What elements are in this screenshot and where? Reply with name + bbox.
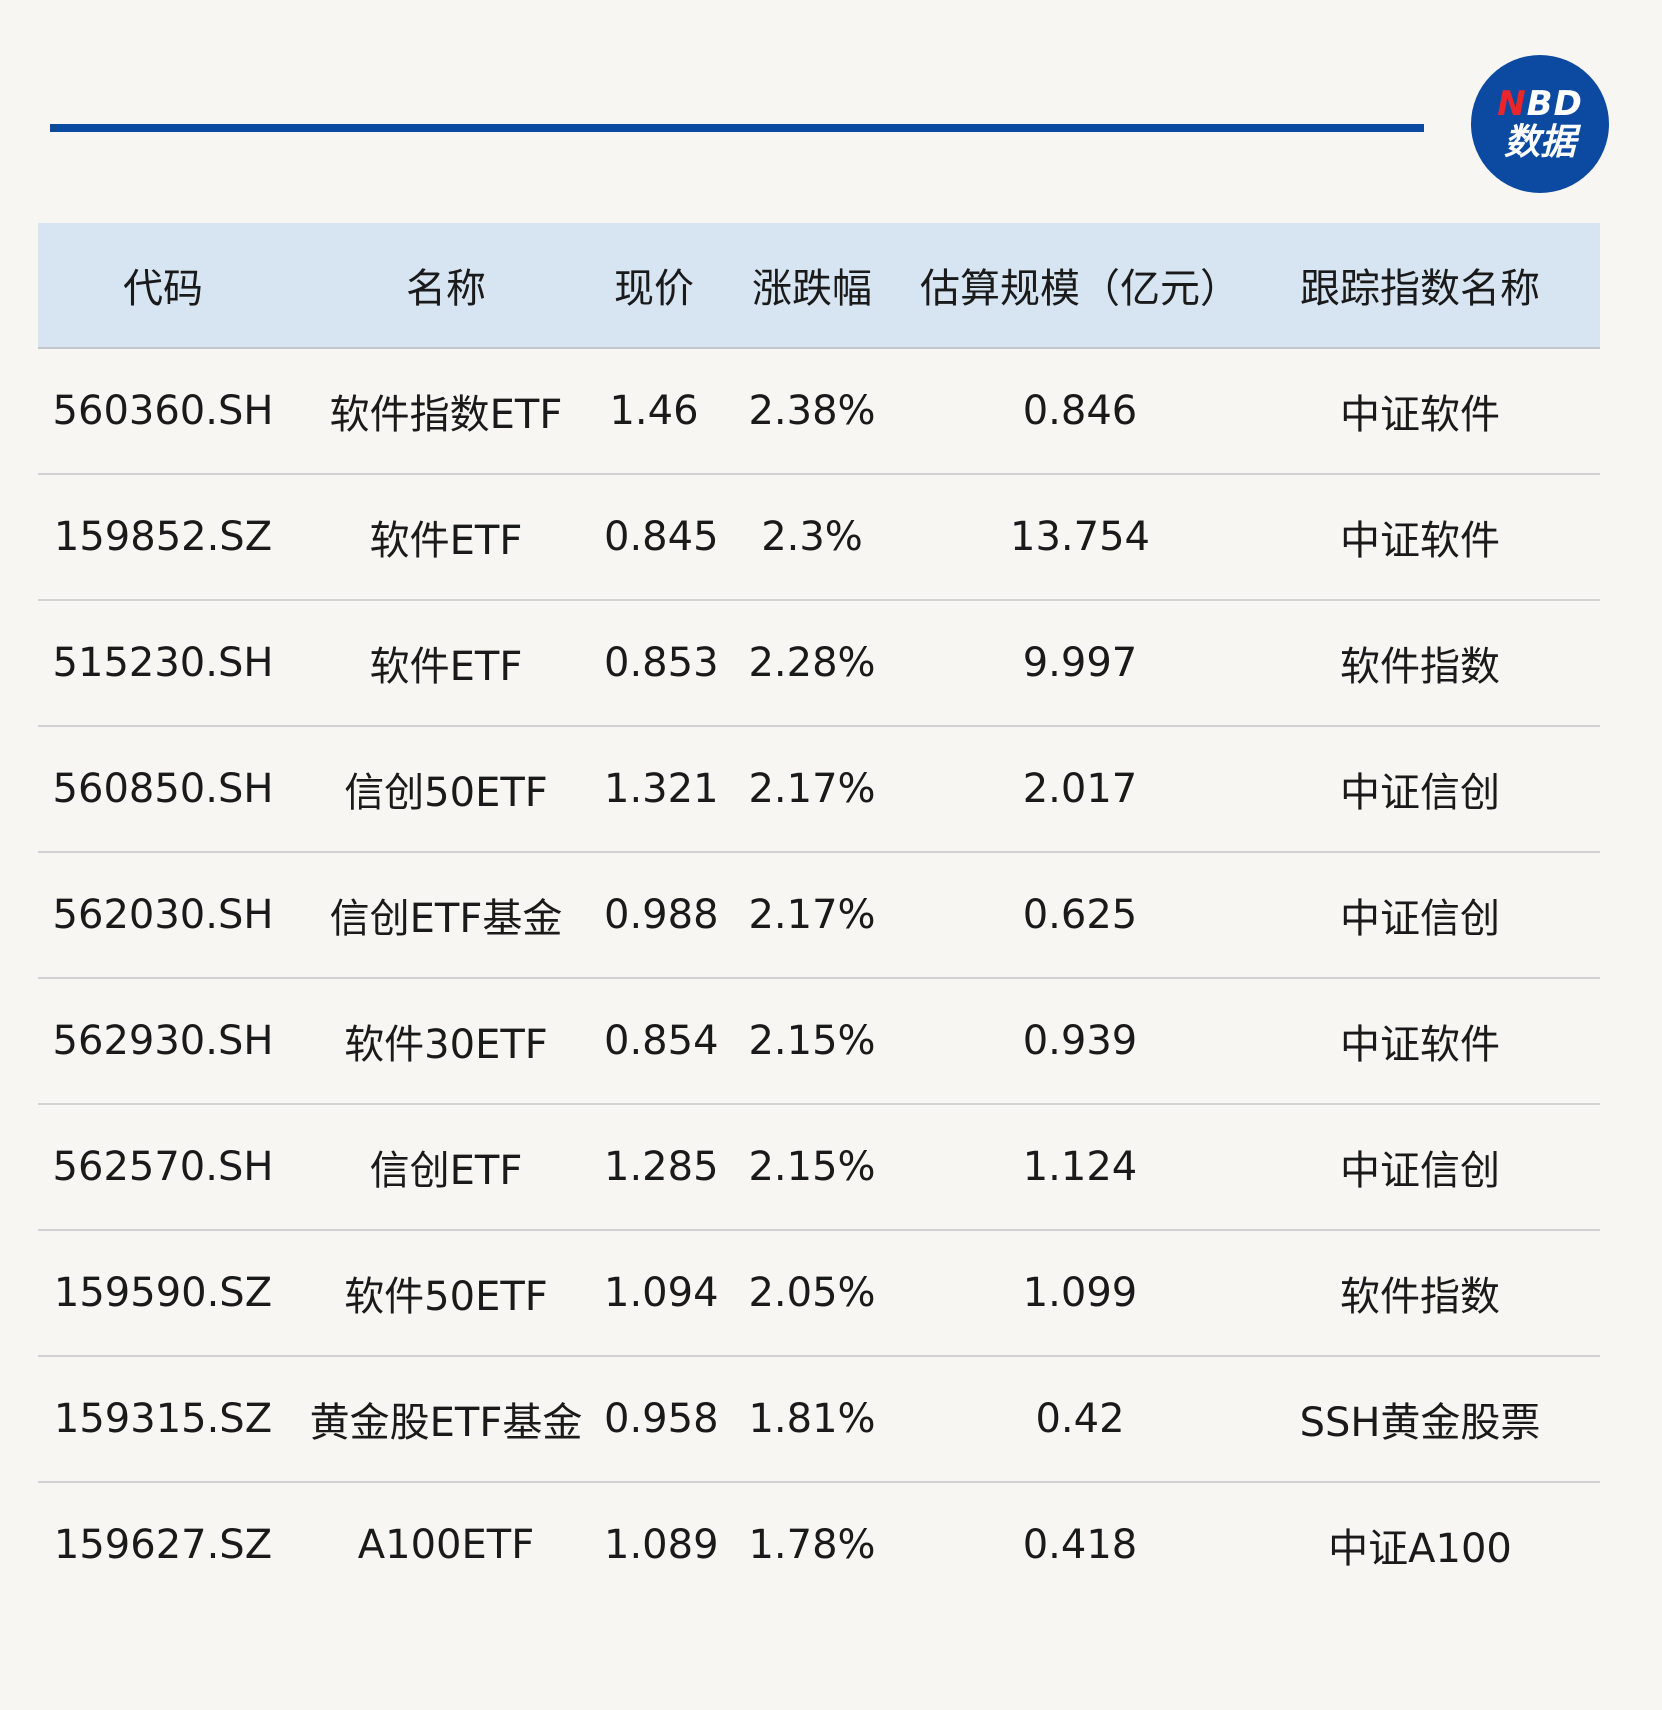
cell-price: 1.46	[609, 388, 699, 434]
nbd-data-logo: NBD 数据	[1471, 55, 1609, 193]
cell-scale: 1.124	[1022, 1144, 1138, 1190]
cell-code: 562030.SH	[52, 892, 274, 938]
table-row: 562930.SH 软件30ETF 0.854 2.15% 0.939 中证软件	[38, 979, 1600, 1105]
table-row: 560850.SH 信创50ETF 1.321 2.17% 2.017 中证信创	[38, 727, 1600, 853]
table-row: 159852.SZ 软件ETF 0.845 2.3% 13.754 中证软件	[38, 475, 1600, 601]
cell-index: 中证信创	[1340, 1148, 1500, 1194]
cell-price: 0.988	[604, 892, 719, 938]
cell-code: 159315.SZ	[53, 1396, 273, 1442]
cell-name: 软件ETF	[369, 644, 523, 690]
header-change: 涨跌幅	[752, 266, 872, 312]
cell-change: 1.78%	[748, 1522, 876, 1568]
cell-scale: 9.997	[1022, 640, 1138, 686]
cell-price: 0.958	[604, 1396, 719, 1442]
table-header: 代码 名称 现价 涨跌幅 估算规模（亿元） 跟踪指数名称	[38, 223, 1600, 349]
cell-index: 软件指数	[1340, 644, 1500, 690]
cell-scale: 0.42	[1035, 1396, 1125, 1442]
cell-price: 0.845	[604, 514, 719, 560]
cell-index: 中证软件	[1340, 518, 1500, 564]
cell-name: A100ETF	[357, 1522, 535, 1568]
cell-index: SSH黄金股票	[1299, 1400, 1541, 1446]
cell-change: 2.38%	[748, 388, 876, 434]
header-name: 名称	[406, 266, 486, 312]
cell-scale: 2.017	[1022, 766, 1138, 812]
cell-name: 信创50ETF	[344, 770, 548, 816]
cell-price: 1.285	[604, 1144, 719, 1190]
cell-change: 2.15%	[748, 1018, 876, 1064]
cell-name: 信创ETF基金	[329, 896, 563, 942]
cell-code: 159627.SZ	[53, 1522, 273, 1568]
cell-change: 2.17%	[748, 766, 876, 812]
cell-scale: 0.625	[1022, 892, 1138, 938]
etf-table: 代码 名称 现价 涨跌幅 估算规模（亿元） 跟踪指数名称 560360.SH 软件…	[38, 223, 1600, 1607]
cell-code: 159852.SZ	[53, 514, 273, 560]
cell-index: 中证软件	[1340, 1022, 1500, 1068]
cell-scale: 0.939	[1022, 1018, 1138, 1064]
cell-index: 中证信创	[1340, 896, 1500, 942]
header-index: 跟踪指数名称	[1300, 266, 1540, 312]
cell-price: 0.853	[604, 640, 719, 686]
cell-index: 中证软件	[1340, 392, 1500, 438]
table-row: 159627.SZ A100ETF 1.089 1.78% 0.418 中证A100	[38, 1483, 1600, 1607]
header-scale: 估算规模（亿元）	[920, 266, 1240, 312]
cell-change: 2.28%	[748, 640, 876, 686]
header-price: 现价	[614, 266, 694, 312]
cell-index: 中证A100	[1328, 1526, 1512, 1572]
cell-index: 中证信创	[1340, 770, 1500, 816]
cell-scale: 13.754	[1010, 514, 1150, 560]
cell-price: 1.089	[604, 1522, 719, 1568]
logo-mark: NBD	[1497, 84, 1583, 124]
cell-scale: 0.418	[1022, 1522, 1138, 1568]
cell-code: 562570.SH	[52, 1144, 274, 1190]
cell-name: 黄金股ETF基金	[309, 1400, 583, 1446]
cell-change: 2.15%	[748, 1144, 876, 1190]
cell-code: 159590.SZ	[53, 1270, 273, 1316]
table-row: 560360.SH 软件指数ETF 1.46 2.38% 0.846 中证软件	[38, 349, 1600, 475]
table-row: 562030.SH 信创ETF基金 0.988 2.17% 0.625 中证信创	[38, 853, 1600, 979]
cell-price: 1.321	[604, 766, 719, 812]
top-rule	[50, 124, 1424, 132]
table-row: 159590.SZ 软件50ETF 1.094 2.05% 1.099 软件指数	[38, 1231, 1600, 1357]
cell-code: 560360.SH	[52, 388, 274, 434]
cell-name: 软件30ETF	[344, 1022, 548, 1068]
cell-price: 1.094	[604, 1270, 719, 1316]
header-code: 代码	[123, 266, 203, 312]
cell-price: 0.854	[604, 1018, 719, 1064]
cell-name: 信创ETF	[369, 1148, 523, 1194]
cell-change: 2.05%	[748, 1270, 876, 1316]
cell-name: 软件指数ETF	[329, 392, 563, 438]
cell-scale: 1.099	[1022, 1270, 1138, 1316]
cell-change: 2.3%	[761, 514, 863, 560]
table-body: 560360.SH 软件指数ETF 1.46 2.38% 0.846 中证软件 159852…	[38, 349, 1600, 1607]
cell-code: 560850.SH	[52, 766, 274, 812]
cell-scale: 0.846	[1022, 388, 1138, 434]
cell-index: 软件指数	[1340, 1274, 1500, 1320]
cell-change: 1.81%	[748, 1396, 876, 1442]
cell-change: 2.17%	[748, 892, 876, 938]
cell-code: 515230.SH	[52, 640, 274, 686]
table-row: 562570.SH 信创ETF 1.285 2.15% 1.124 中证信创	[38, 1105, 1600, 1231]
cell-name: 软件ETF	[369, 518, 523, 564]
table-row: 515230.SH 软件ETF 0.853 2.28% 9.997 软件指数	[38, 601, 1600, 727]
logo-sub: 数据	[1503, 122, 1576, 163]
cell-code: 562930.SH	[52, 1018, 274, 1064]
table-row: 159315.SZ 黄金股ETF基金 0.958 1.81% 0.42 SSH黄金股票	[38, 1357, 1600, 1483]
cell-name: 软件50ETF	[344, 1274, 548, 1320]
